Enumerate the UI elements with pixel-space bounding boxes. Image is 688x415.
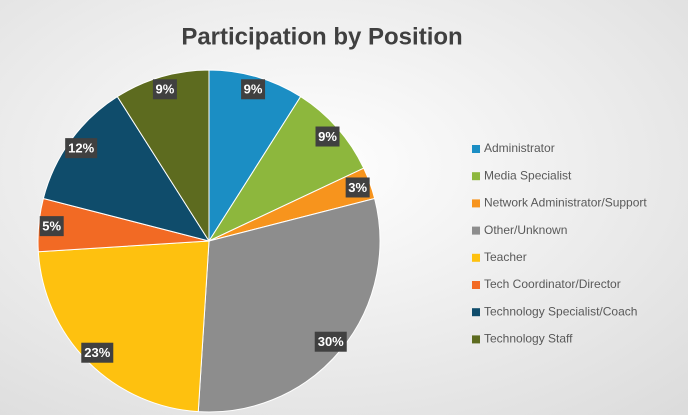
data-label-box — [152, 79, 177, 100]
legend-label: Technology Specialist/Coach — [484, 304, 637, 318]
chart-title: Participation by Position — [181, 23, 462, 50]
data-label-text: 30% — [318, 334, 344, 349]
data-label-text: 9% — [318, 129, 337, 144]
data-label: 9% — [315, 126, 340, 147]
legend-swatch — [472, 335, 480, 344]
data-label: 30% — [314, 331, 347, 352]
legend-label: Other/Unknown — [484, 223, 567, 237]
legend-swatch — [472, 281, 480, 289]
data-label-box — [81, 342, 114, 363]
data-label-box — [314, 331, 347, 352]
data-label-text: 5% — [42, 219, 61, 234]
data-label-box — [39, 216, 64, 237]
legend-label: Technology Staff — [484, 332, 573, 346]
legend-swatch — [472, 145, 480, 153]
data-label: 23% — [81, 342, 114, 363]
data-label: 12% — [65, 138, 98, 159]
data-label-box — [315, 126, 340, 147]
legend-swatch — [472, 226, 480, 235]
legend-swatch — [472, 308, 480, 317]
pie-slice — [116, 69, 210, 243]
data-label-text: 9% — [244, 82, 263, 97]
data-label-box — [241, 79, 266, 100]
pie-slice — [208, 69, 302, 243]
data-label: 9% — [241, 79, 266, 100]
data-label-text: 23% — [84, 345, 110, 360]
data-label-text: 3% — [348, 180, 367, 195]
data-label: 3% — [345, 177, 370, 198]
legend-label: Teacher — [484, 250, 527, 264]
legend-swatch — [472, 253, 480, 262]
data-label-box — [345, 177, 370, 198]
legend-swatch — [472, 172, 480, 181]
data-label-text: 9% — [156, 82, 175, 97]
data-label: 9% — [152, 79, 177, 100]
data-label-box — [65, 138, 98, 159]
legend-label: Administrator — [484, 141, 555, 155]
legend-label: Network Administrator/Support — [484, 196, 647, 210]
legend-label: Tech Coordinator/Director — [484, 277, 621, 291]
legend-label: Media Specialist — [484, 168, 572, 182]
legend-swatch — [472, 199, 480, 208]
data-label: 5% — [39, 216, 64, 237]
data-label-text: 12% — [68, 141, 94, 156]
